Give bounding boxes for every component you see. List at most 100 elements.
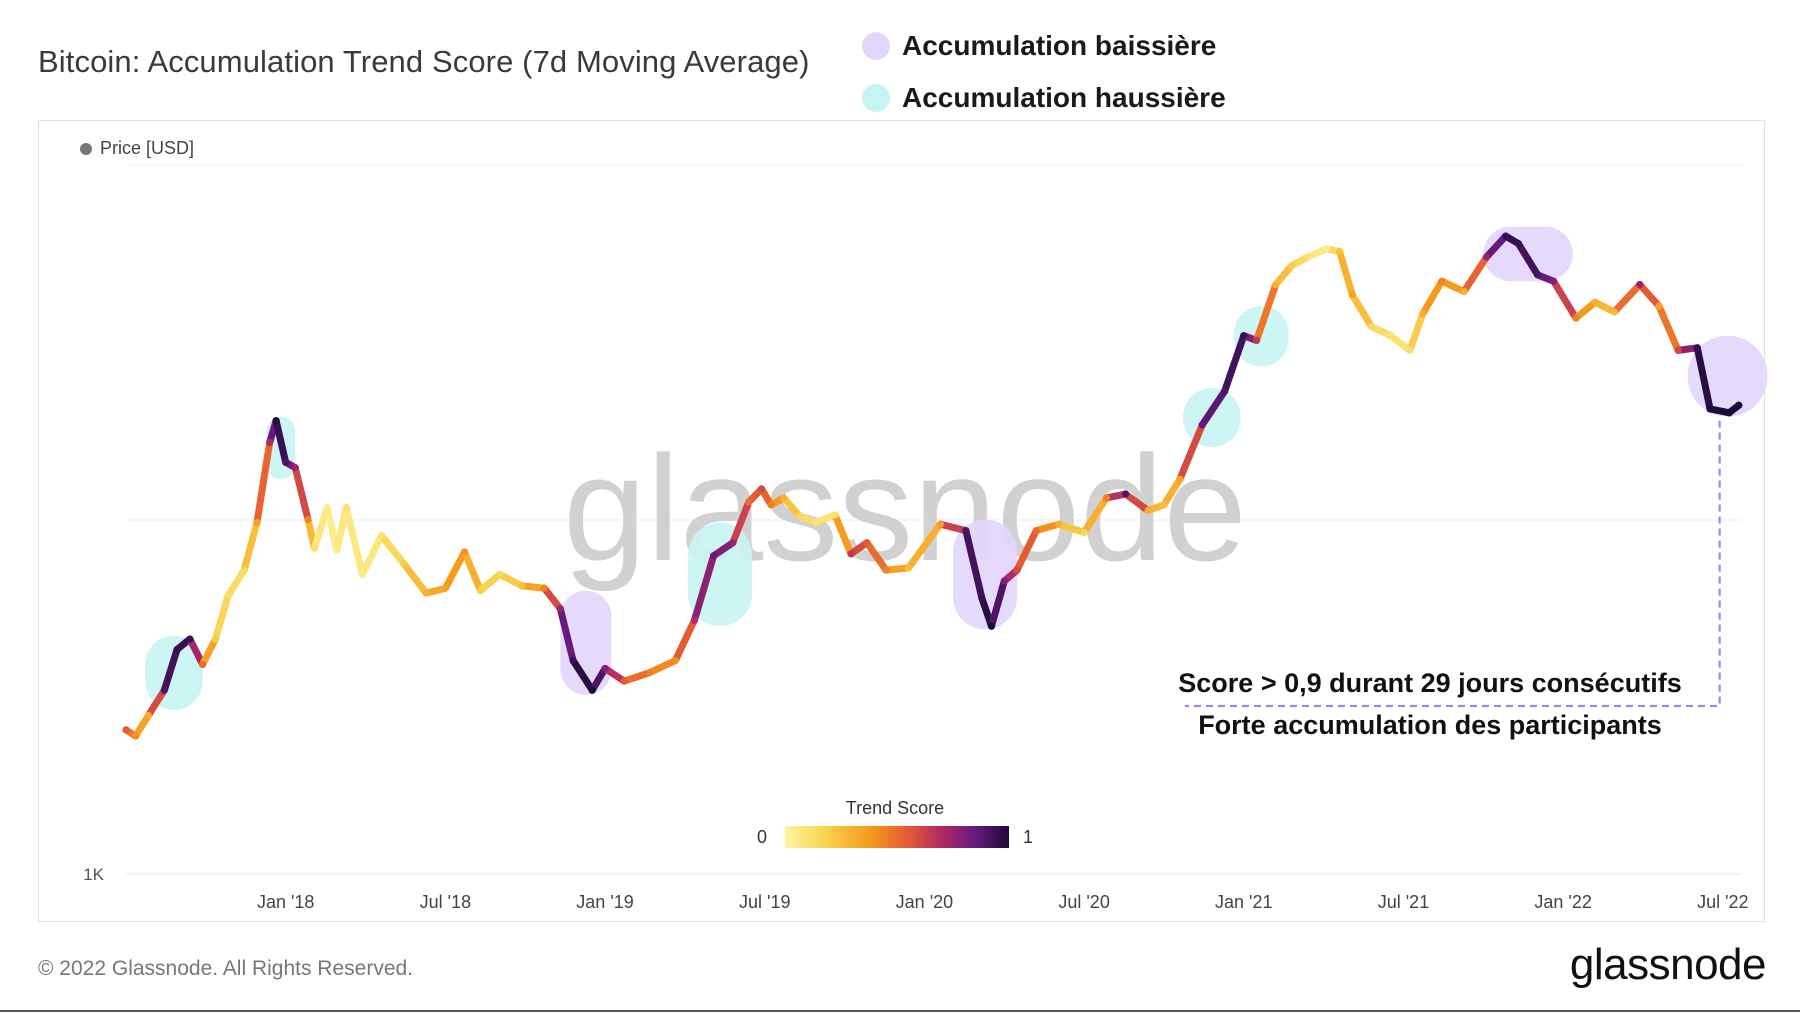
price-line-segment (1122, 490, 1152, 515)
price-point (1655, 302, 1663, 310)
price-point (710, 552, 718, 560)
price-line-segment (400, 560, 430, 597)
price-point (1288, 262, 1296, 270)
legend-item-haussiere: Accumulation haussière (862, 72, 1226, 124)
price-line-segment (1221, 332, 1248, 395)
price-line-segment (1387, 332, 1414, 354)
price-line-segment (342, 504, 366, 578)
price-point (962, 527, 970, 535)
chart-title: Bitcoin: Accumulation Trend Score (7d Mo… (38, 44, 810, 79)
price-line-segment (1272, 262, 1296, 289)
price-point (518, 582, 526, 590)
price-point (796, 512, 804, 521)
price-point (1000, 577, 1008, 585)
legend-dot-baissiere (862, 32, 890, 60)
price-line-segment (144, 686, 168, 719)
price-line-segment (310, 504, 331, 552)
legend-label-haussiere: Accumulation haussière (902, 82, 1226, 113)
price-point (333, 546, 341, 554)
price-point (1080, 528, 1088, 536)
price-line-segment (904, 520, 944, 572)
price-line-segment (690, 552, 718, 624)
price-line-segment (1438, 277, 1468, 295)
price-legend-dot (80, 142, 92, 155)
price-point (1514, 240, 1523, 248)
price-point (620, 677, 628, 685)
price-line-segment (646, 657, 679, 677)
price-line-segment (476, 570, 504, 595)
price-point (441, 584, 449, 592)
price-point (588, 686, 596, 694)
price-line-segment (987, 577, 1008, 630)
price-line-segment (224, 566, 248, 600)
price-line-segment (1655, 302, 1682, 354)
price-line-segment (358, 532, 385, 578)
price-point (310, 544, 319, 552)
price-point (1335, 247, 1344, 256)
price-point (646, 668, 654, 677)
price-point (342, 504, 350, 512)
price-point (1032, 527, 1040, 535)
price-line-segment (962, 527, 986, 602)
price-line-segment (556, 605, 577, 665)
price-line-segment (1080, 494, 1110, 536)
price-point (199, 660, 207, 669)
price-point (757, 485, 766, 493)
price-point (1693, 344, 1701, 352)
price-line-segment (1032, 520, 1063, 535)
price-point (1323, 245, 1331, 253)
price-point (240, 566, 248, 574)
price-point (1102, 494, 1111, 502)
y-tick-label: 1K (83, 865, 104, 884)
x-tick-label: Jan '18 (257, 892, 314, 912)
price-point (1438, 277, 1446, 285)
price-line-segment (1198, 387, 1229, 429)
legend-dot-haussiere (862, 84, 890, 112)
watermark: glassnode (563, 424, 1247, 592)
price-line-segment (211, 592, 232, 643)
price-point (1419, 310, 1427, 318)
price-line-segment (1013, 527, 1040, 574)
x-tick-label: Jan '21 (1215, 892, 1272, 912)
price-line-segment (1460, 253, 1491, 295)
price-line-segment (240, 519, 261, 574)
price-point (1348, 291, 1356, 299)
x-tick-label: Jan '20 (896, 892, 953, 912)
legend-label-baissiere: Accumulation baissière (902, 30, 1217, 61)
price-line-segment (569, 657, 596, 694)
price-point (882, 566, 890, 574)
price-point (186, 635, 194, 643)
accumulation-zone-baissiere (560, 590, 612, 695)
x-tick-label: Jul '20 (1058, 892, 1109, 912)
accumulation-zone-haussiere (688, 522, 752, 627)
price-point (1549, 277, 1558, 285)
price-point (224, 592, 232, 600)
trend-score-max: 1 (1023, 827, 1034, 847)
price-line-segment (588, 664, 609, 694)
price-line-segment (496, 570, 526, 590)
price-point (1272, 280, 1280, 289)
price-point (1198, 421, 1206, 429)
price-point (323, 504, 331, 512)
price-legend-label: Price [USD] (100, 138, 195, 158)
price-line-segment (1176, 421, 1206, 483)
price-line-segment (1336, 248, 1356, 299)
price-point (1144, 506, 1152, 515)
price-point (1221, 387, 1229, 395)
price-point (211, 635, 220, 643)
price-point (569, 656, 577, 665)
price-point (1735, 401, 1743, 409)
price-point (496, 570, 504, 579)
x-tick-label: Jul '18 (420, 892, 471, 912)
price-point (173, 645, 181, 654)
chart-frame (38, 120, 1765, 922)
price-line-segment (461, 548, 484, 595)
price-point (729, 539, 737, 547)
price-point (831, 511, 839, 519)
trend-score-title: Trend Score (845, 798, 945, 818)
price-line-segment (1406, 310, 1427, 354)
accumulation-zone-haussiere (1183, 387, 1241, 448)
glassnode-logo[interactable]: glassnode (1569, 940, 1767, 989)
price-line-segment (1348, 291, 1376, 331)
